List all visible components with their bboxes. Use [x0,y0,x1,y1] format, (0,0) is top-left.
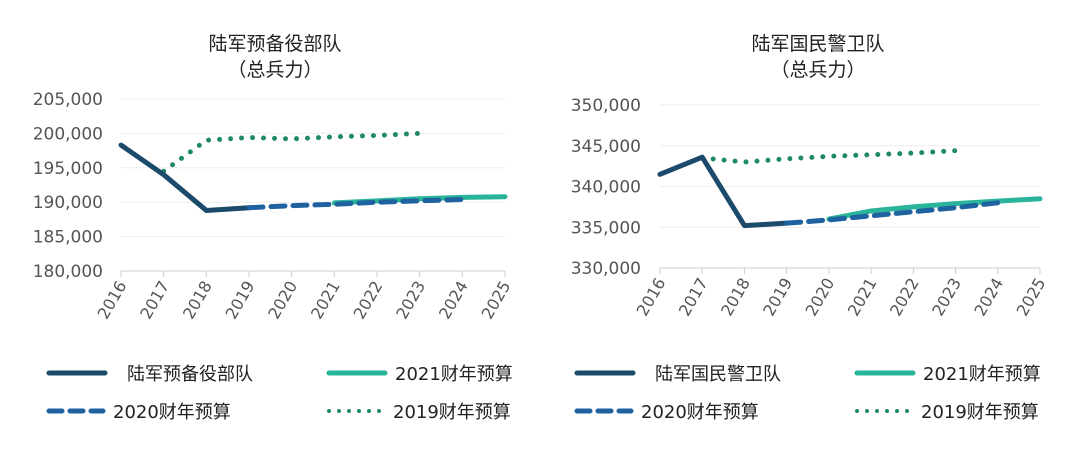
x-tick-label: 2025 [1013,275,1050,320]
legend-label: 陆军预备役部队 [127,364,253,385]
legend-item-actual: 陆军预备役部队 [45,360,253,386]
y-tick-label: 195,000 [33,159,103,179]
chart-title-left: 陆军预备役部队 （总兵力） [125,31,425,83]
legend-item-fy2021: 2021财年预算 [853,360,1041,386]
subtitle-text: （总兵力） [227,59,323,81]
title-text: 陆军预备役部队 [208,33,342,55]
title-text: 陆军国民警卫队 [751,33,885,55]
y-tick-label: 335,000 [571,218,641,238]
legend-label: 2020财年预算 [113,402,231,423]
legend-swatch-dashed-line-icon [46,408,106,414]
legend-label: 2019财年预算 [921,402,1039,423]
legend-item-fy2021: 2021财年预算 [325,360,513,386]
y-tick-label: 185,000 [33,228,103,248]
y-tick-label: 330,000 [571,259,641,279]
x-tick-label: 2024 [970,275,1007,320]
legend-item-fy2020: 2020财年预算 [45,398,231,424]
series-line-actual [657,154,790,229]
x-tick-label: 2023 [928,275,965,320]
legend-label: 2021财年预算 [395,364,513,385]
legend-swatch-dashed-line-icon [574,408,634,414]
chart-title-right: 陆军国民警卫队 （总兵力） [668,31,968,83]
x-tick-label: 2022 [886,275,923,320]
x-tick-label: 2018 [717,275,754,320]
chart-left: 180,000 185,000 190,000 195,000 200,000 205,0… [33,90,515,322]
series-line-fy2020 [246,196,465,211]
legend-label: 2021财年预算 [923,364,1041,385]
legend-swatch-dotted-line-icon [855,409,913,413]
x-tick-label: 2020 [802,275,839,320]
y-tick-label: 340,000 [571,178,641,198]
y-tick-label: 180,000 [33,262,103,282]
series-line-fy2021 [826,196,1043,222]
legend-swatch-dotted-line-icon [327,409,385,413]
subtitle-text: （总兵力） [770,59,866,81]
legend-swatch-solid-line-icon [854,370,916,376]
y-tick-label: 200,000 [33,124,103,144]
legend-item-fy2019: 2019财年预算 [325,398,511,424]
x-tick-label: 2021 [844,275,881,320]
x-tick-label: 2016 [633,275,670,320]
y-tick-label: 205,000 [33,90,103,110]
series-line-fy2020 [784,200,1001,226]
x-tick-label: 2019 [759,275,796,320]
legend-item-fy2020: 2020财年预算 [573,398,759,424]
legend-item-actual: 陆军国民警卫队 [573,360,781,386]
series-line-fy2019 [161,130,423,174]
y-tick-label: 190,000 [33,193,103,213]
series-line-fy2019 [699,148,959,165]
legend-label: 2020财年预算 [641,402,759,423]
y-tick-label: 345,000 [571,137,641,157]
legend-swatch-solid-line-icon [574,370,636,376]
legend-item-fy2019: 2019财年预算 [853,398,1039,424]
series-line-actual [118,142,252,213]
x-tick-label: 2017 [675,275,712,320]
y-tick-label: 350,000 [571,96,641,116]
legend-swatch-solid-line-icon [326,370,388,376]
legend-swatch-solid-line-icon [46,370,108,376]
legend-label: 陆军国民警卫队 [655,364,781,385]
legend-label: 2019财年预算 [393,402,511,423]
